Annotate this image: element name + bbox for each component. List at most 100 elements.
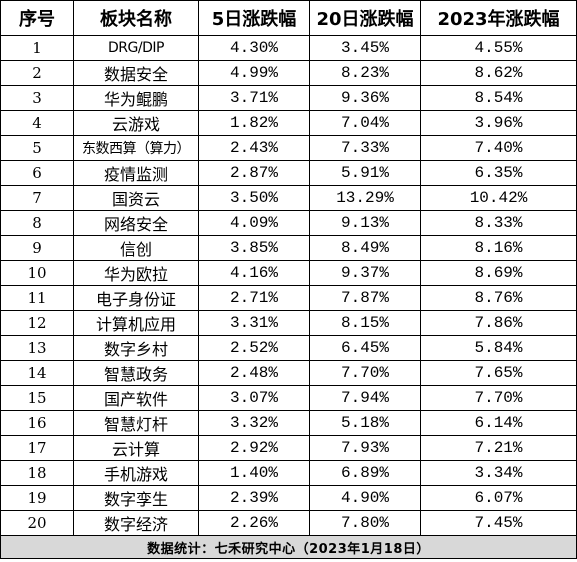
cell-5day-change: 2.52%: [198, 335, 310, 361]
cell-sector-name: 数据安全: [73, 60, 199, 86]
cell-index: 6: [0, 160, 74, 186]
footer-row: 数据统计：七禾研究中心（2023年1月18日）: [0, 535, 577, 559]
table-row: 16 智慧灯杆 3.32% 5.18% 6.14%: [0, 410, 577, 436]
cell-sector-name: 疫情监测: [73, 160, 199, 186]
table-header: 序号 板块名称 5日涨跌幅 20日涨跌幅 2023年涨跌幅: [0, 0, 577, 36]
cell-sector-name: 数字孪生: [73, 485, 199, 511]
cell-sector-name: 智慧政务: [73, 360, 199, 386]
cell-20day-change: 9.36%: [309, 85, 421, 111]
table-row: 14 智慧政务 2.48% 7.70% 7.65%: [0, 360, 577, 386]
cell-20day-change: 6.89%: [309, 460, 421, 486]
cell-sector-name: 华为鲲鹏: [73, 85, 199, 111]
cell-2023-change: 5.84%: [420, 335, 577, 361]
cell-2023-change: 7.40%: [420, 135, 577, 161]
cell-20day-change: 7.04%: [309, 110, 421, 136]
cell-20day-change: 6.45%: [309, 335, 421, 361]
header-5day-change: 5日涨跌幅: [198, 0, 310, 36]
cell-5day-change: 2.71%: [198, 285, 310, 311]
cell-5day-change: 4.16%: [198, 260, 310, 286]
table-row: 5 东数西算（算力） 2.43% 7.33% 7.40%: [0, 135, 577, 161]
cell-20day-change: 7.87%: [309, 285, 421, 311]
cell-5day-change: 4.99%: [198, 60, 310, 86]
cell-index: 15: [0, 385, 74, 411]
cell-20day-change: 7.33%: [309, 135, 421, 161]
cell-sector-name: 数字经济: [73, 510, 199, 536]
cell-20day-change: 8.15%: [309, 310, 421, 336]
cell-5day-change: 4.30%: [198, 35, 310, 61]
cell-20day-change: 8.23%: [309, 60, 421, 86]
cell-index: 10: [0, 260, 74, 286]
table-body: 1 DRG/DIP 4.30% 3.45% 4.55% 2 数据安全 4.99% 8.23% 8.…: [0, 35, 577, 536]
cell-sector-name: 国资云: [73, 185, 199, 211]
cell-sector-name: DRG/DIP: [73, 35, 199, 61]
cell-sector-name: 数字乡村: [73, 335, 199, 361]
cell-index: 9: [0, 235, 74, 261]
cell-5day-change: 3.31%: [198, 310, 310, 336]
table-row: 3 华为鲲鹏 3.71% 9.36% 8.54%: [0, 85, 577, 111]
cell-sector-name: 智慧灯杆: [73, 410, 199, 436]
cell-20day-change: 9.13%: [309, 210, 421, 236]
cell-2023-change: 6.35%: [420, 160, 577, 186]
cell-20day-change: 7.80%: [309, 510, 421, 536]
cell-5day-change: 2.87%: [198, 160, 310, 186]
cell-5day-change: 3.50%: [198, 185, 310, 211]
cell-5day-change: 3.71%: [198, 85, 310, 111]
cell-sector-name: 云计算: [73, 435, 199, 461]
cell-20day-change: 13.29%: [309, 185, 421, 211]
cell-2023-change: 6.14%: [420, 410, 577, 436]
cell-index: 7: [0, 185, 74, 211]
cell-2023-change: 8.69%: [420, 260, 577, 286]
cell-sector-name: 计算机应用: [73, 310, 199, 336]
cell-2023-change: 7.65%: [420, 360, 577, 386]
cell-2023-change: 8.76%: [420, 285, 577, 311]
cell-index: 18: [0, 460, 74, 486]
cell-2023-change: 8.54%: [420, 85, 577, 111]
cell-2023-change: 3.34%: [420, 460, 577, 486]
cell-index: 2: [0, 60, 74, 86]
cell-20day-change: 5.18%: [309, 410, 421, 436]
header-sector-name: 板块名称: [73, 0, 199, 36]
cell-2023-change: 8.62%: [420, 60, 577, 86]
table-row: 17 云计算 2.92% 7.93% 7.21%: [0, 435, 577, 461]
table-row: 8 网络安全 4.09% 9.13% 8.33%: [0, 210, 577, 236]
cell-sector-name: 信创: [73, 235, 199, 261]
cell-2023-change: 4.55%: [420, 35, 577, 61]
header-20day-change: 20日涨跌幅: [309, 0, 421, 36]
cell-5day-change: 1.82%: [198, 110, 310, 136]
table-row: 1 DRG/DIP 4.30% 3.45% 4.55%: [0, 35, 577, 61]
table-row: 2 数据安全 4.99% 8.23% 8.62%: [0, 60, 577, 86]
cell-index: 11: [0, 285, 74, 311]
cell-5day-change: 2.43%: [198, 135, 310, 161]
header-row: 序号 板块名称 5日涨跌幅 20日涨跌幅 2023年涨跌幅: [0, 0, 577, 36]
cell-5day-change: 2.48%: [198, 360, 310, 386]
cell-2023-change: 8.33%: [420, 210, 577, 236]
cell-index: 14: [0, 360, 74, 386]
header-2023-change: 2023年涨跌幅: [420, 0, 577, 36]
source-note: 数据统计：七禾研究中心（2023年1月18日）: [0, 535, 577, 559]
table-row: 7 国资云 3.50% 13.29% 10.42%: [0, 185, 577, 211]
cell-sector-name: 东数西算（算力）: [73, 135, 199, 161]
cell-sector-name: 国产软件: [73, 385, 199, 411]
cell-index: 3: [0, 85, 74, 111]
cell-5day-change: 2.92%: [198, 435, 310, 461]
cell-5day-change: 4.09%: [198, 210, 310, 236]
cell-sector-name: 手机游戏: [73, 460, 199, 486]
cell-index: 17: [0, 435, 74, 461]
table-row: 13 数字乡村 2.52% 6.45% 5.84%: [0, 335, 577, 361]
cell-20day-change: 7.93%: [309, 435, 421, 461]
cell-5day-change: 3.07%: [198, 385, 310, 411]
cell-2023-change: 7.21%: [420, 435, 577, 461]
cell-index: 8: [0, 210, 74, 236]
cell-index: 4: [0, 110, 74, 136]
cell-20day-change: 8.49%: [309, 235, 421, 261]
cell-index: 16: [0, 410, 74, 436]
table-row: 15 国产软件 3.07% 7.94% 7.70%: [0, 385, 577, 411]
table-row: 19 数字孪生 2.39% 4.90% 6.07%: [0, 485, 577, 511]
cell-sector-name: 云游戏: [73, 110, 199, 136]
cell-index: 13: [0, 335, 74, 361]
cell-20day-change: 5.91%: [309, 160, 421, 186]
cell-5day-change: 3.32%: [198, 410, 310, 436]
cell-index: 12: [0, 310, 74, 336]
cell-20day-change: 4.90%: [309, 485, 421, 511]
